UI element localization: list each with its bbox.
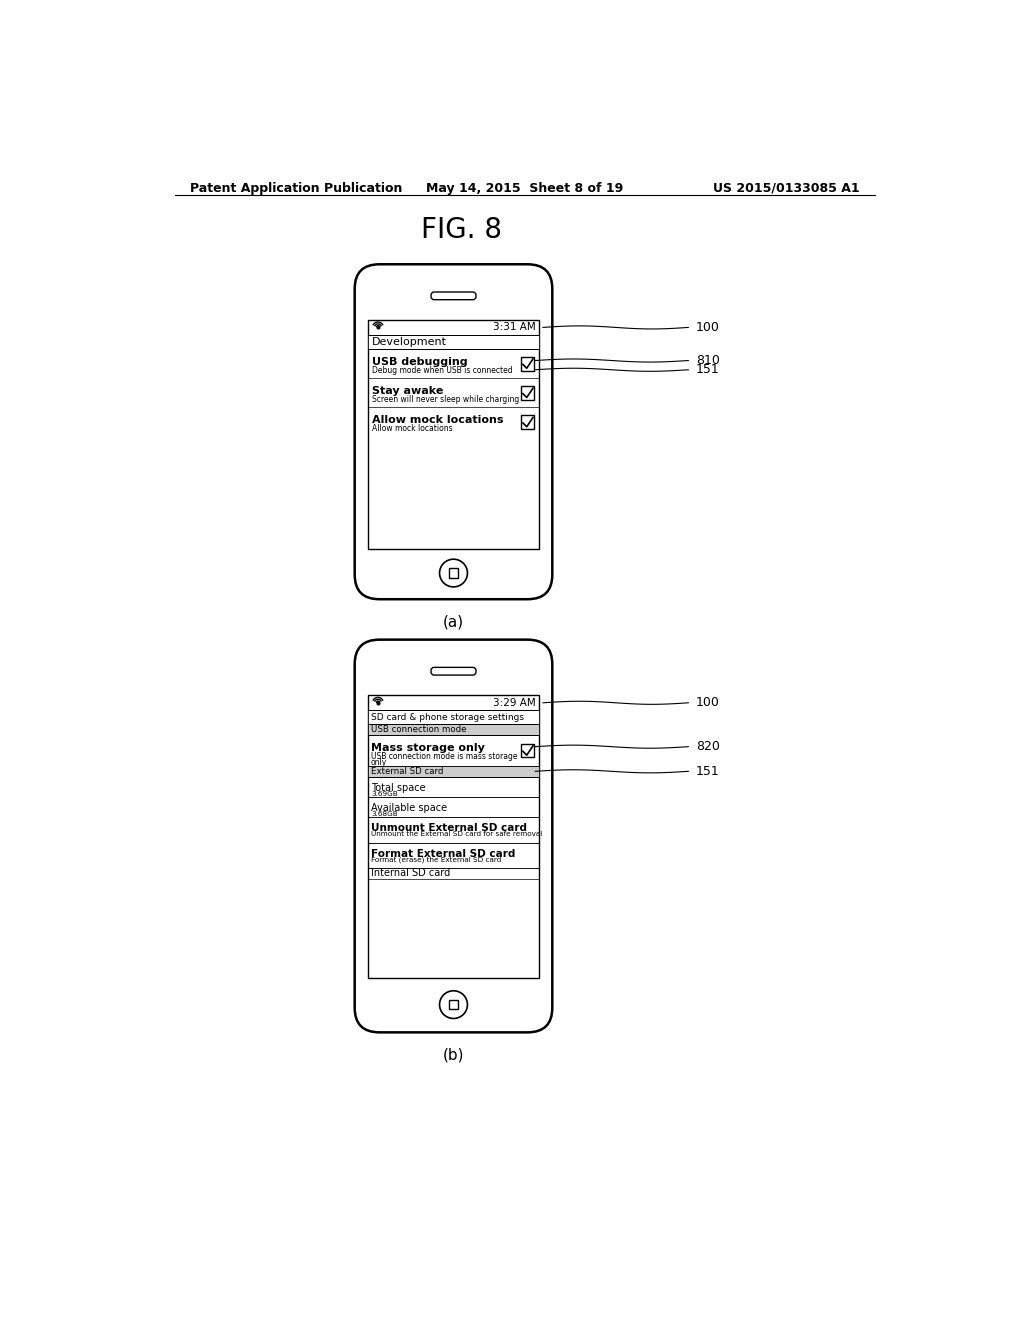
Bar — [520, 356, 535, 371]
Text: May 14, 2015  Sheet 8 of 19: May 14, 2015 Sheet 8 of 19 — [426, 182, 624, 194]
Bar — [520, 385, 535, 400]
Text: Internal SD card: Internal SD card — [371, 869, 451, 878]
Text: SD card & phone storage settings: SD card & phone storage settings — [371, 713, 524, 722]
Text: Allow mock locations: Allow mock locations — [372, 416, 503, 425]
Text: USB connection mode: USB connection mode — [371, 725, 467, 734]
Text: FIG. 8: FIG. 8 — [421, 216, 502, 244]
Text: Format (erase) the External SD card: Format (erase) the External SD card — [371, 857, 502, 863]
Text: 100: 100 — [696, 696, 720, 709]
Text: 3:29 AM: 3:29 AM — [494, 698, 536, 708]
Bar — [520, 743, 535, 758]
Text: Total space: Total space — [371, 783, 426, 793]
FancyBboxPatch shape — [354, 264, 552, 599]
Text: 820: 820 — [696, 741, 720, 754]
Text: US 2015/0133085 A1: US 2015/0133085 A1 — [713, 182, 859, 194]
Bar — [368, 710, 540, 725]
Text: 3:31 AM: 3:31 AM — [494, 322, 536, 333]
Text: Debug mode when USB is connected: Debug mode when USB is connected — [372, 366, 512, 375]
Text: 151: 151 — [696, 363, 720, 376]
Circle shape — [439, 560, 467, 587]
Text: USB debugging: USB debugging — [372, 356, 467, 367]
FancyBboxPatch shape — [431, 292, 476, 300]
Text: Unmount the External SD card for safe removal: Unmount the External SD card for safe re… — [371, 830, 543, 837]
Text: Patent Application Publication: Patent Application Publication — [190, 182, 402, 194]
Text: Format External SD card: Format External SD card — [371, 849, 515, 859]
Text: 3.69GB: 3.69GB — [371, 791, 397, 796]
Bar — [368, 766, 540, 776]
Text: 100: 100 — [696, 321, 720, 334]
Text: Screen will never sleep while charging: Screen will never sleep while charging — [372, 395, 519, 404]
Bar — [368, 725, 540, 735]
Text: Mass storage only: Mass storage only — [371, 743, 484, 752]
Text: (b): (b) — [442, 1048, 464, 1063]
Bar — [368, 319, 540, 549]
Bar — [449, 569, 458, 578]
Text: 151: 151 — [696, 764, 720, 777]
Bar — [368, 696, 540, 978]
Text: Available space: Available space — [371, 803, 447, 813]
Text: only: only — [371, 758, 387, 767]
Bar — [368, 335, 540, 348]
Text: Allow mock locations: Allow mock locations — [372, 425, 453, 433]
Text: (a): (a) — [443, 615, 464, 630]
Bar — [449, 1001, 458, 1010]
Bar — [520, 416, 535, 429]
Text: USB connection mode is mass storage: USB connection mode is mass storage — [371, 752, 517, 762]
Text: Unmount External SD card: Unmount External SD card — [371, 822, 527, 833]
Text: Development: Development — [372, 337, 446, 347]
Circle shape — [439, 991, 467, 1019]
Text: Stay awake: Stay awake — [372, 385, 443, 396]
FancyBboxPatch shape — [354, 640, 552, 1032]
FancyBboxPatch shape — [431, 668, 476, 675]
Text: 810: 810 — [696, 354, 720, 367]
Text: External SD card: External SD card — [371, 767, 443, 776]
Text: 3.68GB: 3.68GB — [371, 810, 397, 817]
